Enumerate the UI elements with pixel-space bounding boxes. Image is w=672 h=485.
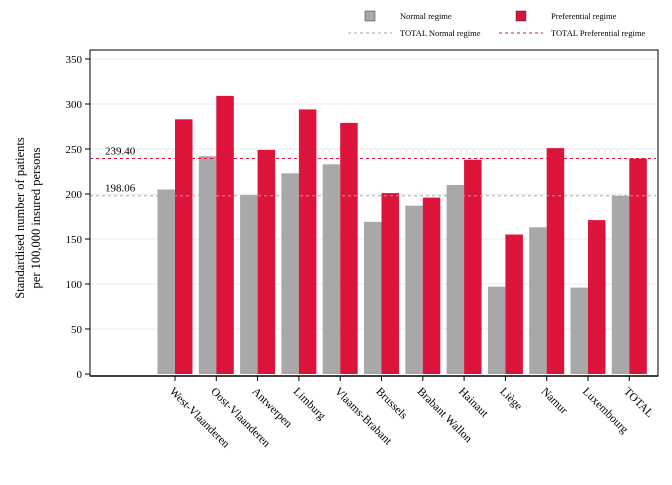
- bar-normal: [198, 156, 217, 374]
- y-tick-label: 100: [66, 279, 83, 291]
- bar-preferential: [257, 149, 276, 374]
- bar-normal: [570, 287, 588, 374]
- bar-normal: [322, 164, 341, 374]
- bar-preferential: [546, 148, 565, 374]
- bar-normal: [364, 221, 382, 374]
- y-tick-label: 200: [66, 189, 83, 201]
- reference-line-label: 239.40: [105, 146, 136, 158]
- bar-preferential: [216, 95, 234, 375]
- x-tick-label: Namur: [539, 386, 570, 417]
- x-tick-label: Limburg: [291, 386, 328, 423]
- legend-label-total-normal: TOTAL Normal regime: [400, 28, 481, 38]
- reference-line-label: 198.06: [105, 183, 136, 195]
- bar-preferential: [340, 122, 358, 375]
- y-tick-label: 0: [77, 369, 83, 381]
- bar-preferential: [464, 159, 482, 374]
- bar-preferential: [588, 220, 606, 374]
- y-axis-title-line1: Standardised number of patients: [13, 137, 27, 299]
- y-tick-label: 300: [66, 99, 83, 111]
- bar-preferential: [298, 109, 317, 375]
- y-tick-label: 150: [66, 234, 83, 246]
- x-tick-label: Liège: [497, 386, 524, 413]
- bar-preferential: [422, 197, 441, 374]
- x-tick-label: Brussels: [373, 386, 409, 422]
- bar-normal: [487, 286, 506, 374]
- x-tick-label: TOTAL: [621, 386, 655, 420]
- bar-normal: [529, 227, 547, 374]
- bar-normal: [240, 194, 258, 374]
- bar-normal: [281, 173, 299, 374]
- x-tick-label: Antwerpen: [249, 386, 294, 431]
- x-tick-label: Hainaut: [456, 386, 491, 421]
- bar-normal: [611, 195, 630, 374]
- bar-normal: [446, 185, 465, 374]
- bar-preferential: [629, 158, 647, 374]
- bar-preferential: [505, 234, 523, 374]
- legend-swatch-normal: [364, 10, 376, 22]
- y-axis-title-line2: per 100,000 insured persons: [29, 147, 43, 288]
- bar-normal: [157, 189, 175, 374]
- y-tick-label: 350: [66, 54, 83, 66]
- legend-label-preferential: Preferential regime: [551, 11, 617, 21]
- bar-normal: [405, 205, 423, 374]
- y-tick-label: 250: [66, 144, 83, 156]
- legend-label-total-preferential: TOTAL Preferential regime: [551, 28, 645, 38]
- y-tick-label: 50: [71, 324, 83, 336]
- bar-preferential: [175, 119, 193, 374]
- legend-label-normal: Normal regime: [400, 11, 452, 21]
- bar-preferential: [381, 193, 399, 374]
- legend-swatch-preferential: [515, 10, 527, 22]
